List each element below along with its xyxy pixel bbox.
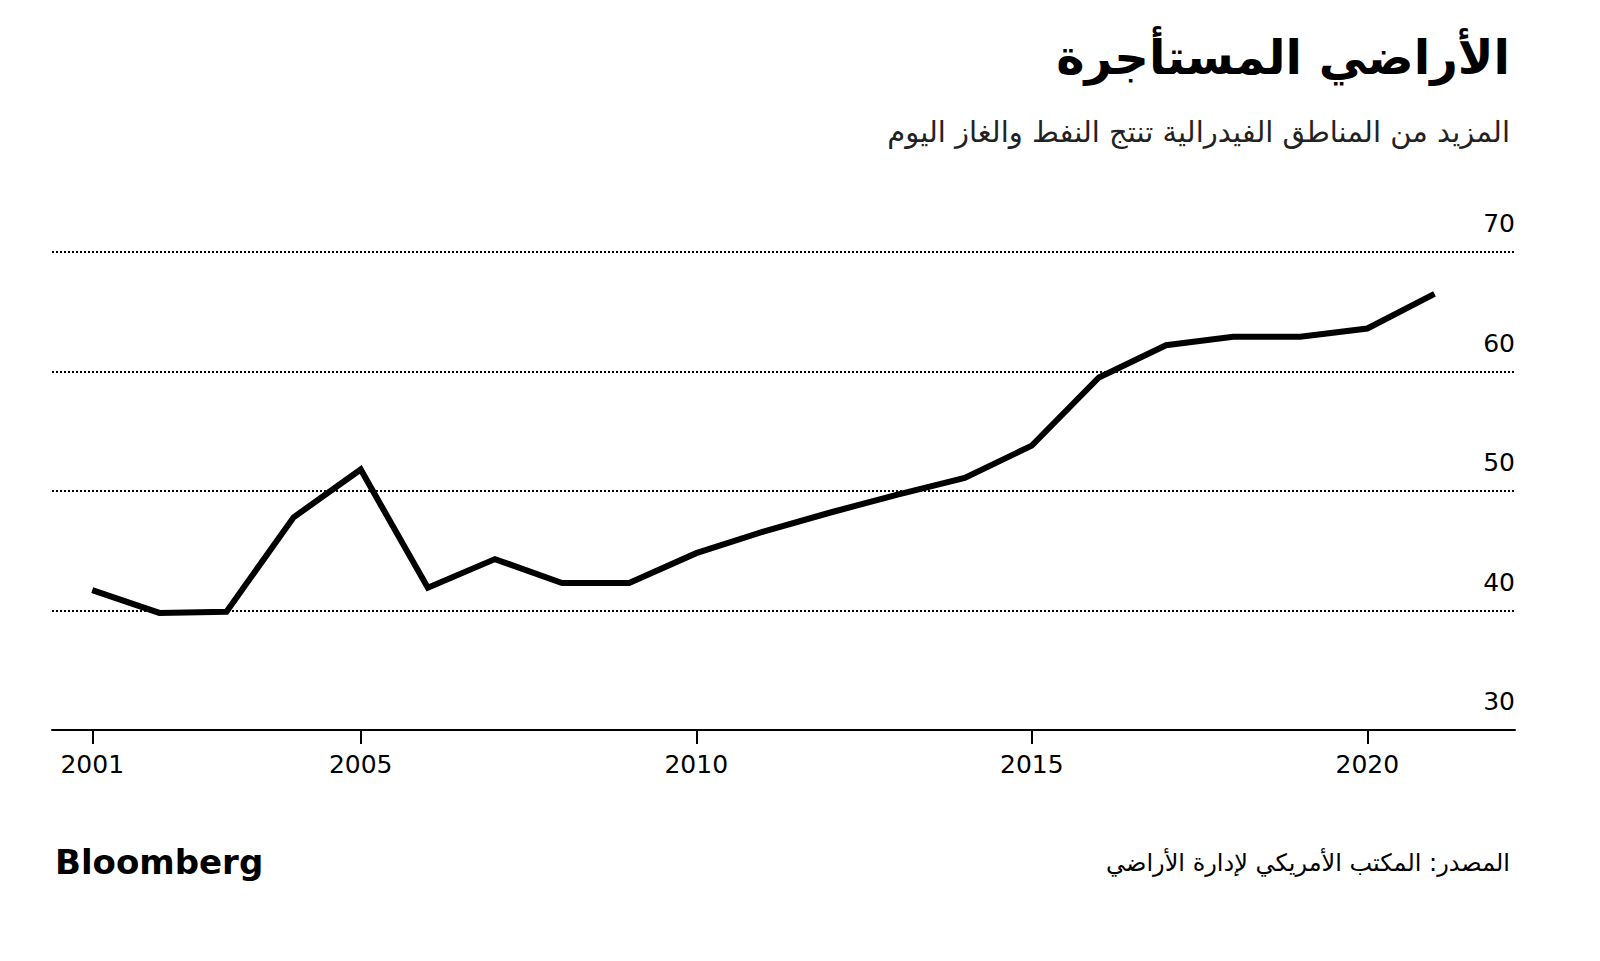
svg-text:70: 70 [1483, 209, 1515, 238]
svg-text:2015: 2015 [1000, 750, 1064, 779]
svg-text:2020: 2020 [1336, 750, 1400, 779]
svg-text:50: 50 [1483, 448, 1515, 477]
svg-text:الأراضي المستأجرة: الأراضي المستأجرة [1056, 26, 1510, 86]
svg-text:2001: 2001 [60, 750, 124, 779]
svg-text:30: 30 [1483, 687, 1515, 716]
svg-text:60: 60 [1483, 329, 1515, 358]
svg-text:40: 40 [1483, 568, 1515, 597]
svg-text:2010: 2010 [664, 750, 728, 779]
svg-text:2005: 2005 [329, 750, 393, 779]
svg-text:المصدر: المكتب الأمريكي لإدارة: المصدر: المكتب الأمريكي لإدارة الأراضي [1106, 848, 1510, 877]
svg-text:المزيد من المناطق الفيدرالية ت: المزيد من المناطق الفيدرالية تنتج النفط … [887, 115, 1510, 149]
svg-text:Bloomberg: Bloomberg [55, 842, 263, 882]
